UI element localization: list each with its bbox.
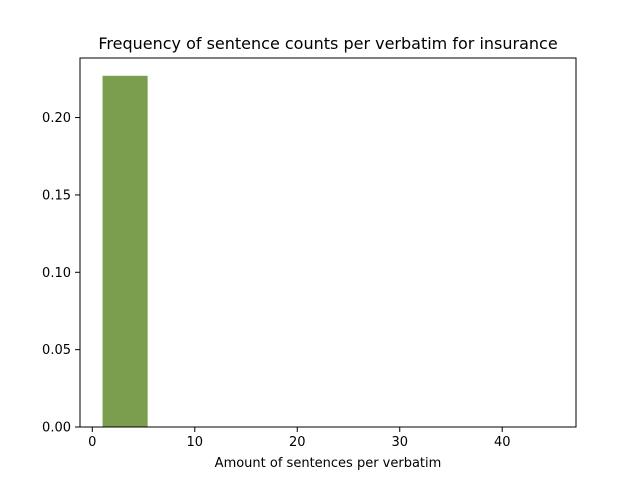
- x-tick-label: 40: [494, 435, 511, 450]
- x-axis-ticks: 0 10 20 30 40: [88, 427, 510, 450]
- y-tick-label: 0.10: [42, 266, 71, 281]
- y-tick-label: 0.15: [42, 188, 71, 203]
- x-tick-label: 0: [88, 435, 96, 450]
- y-axis-ticks: 0.00 0.05 0.10 0.15 0.20: [42, 111, 80, 436]
- y-tick-label: 0.05: [42, 343, 71, 358]
- x-tick-label: 10: [187, 435, 204, 450]
- x-axis-label: Amount of sentences per verbatim: [215, 456, 442, 471]
- histogram-bar-0: [102, 75, 148, 427]
- x-tick-label: 20: [289, 435, 306, 450]
- plot-frame: [79, 57, 577, 428]
- bars-layer: [102, 75, 148, 427]
- chart-title: Frequency of sentence counts per verbati…: [98, 34, 557, 53]
- y-tick-label: 0.20: [42, 111, 71, 126]
- y-tick-label: 0.00: [42, 421, 71, 436]
- x-tick-label: 30: [391, 435, 408, 450]
